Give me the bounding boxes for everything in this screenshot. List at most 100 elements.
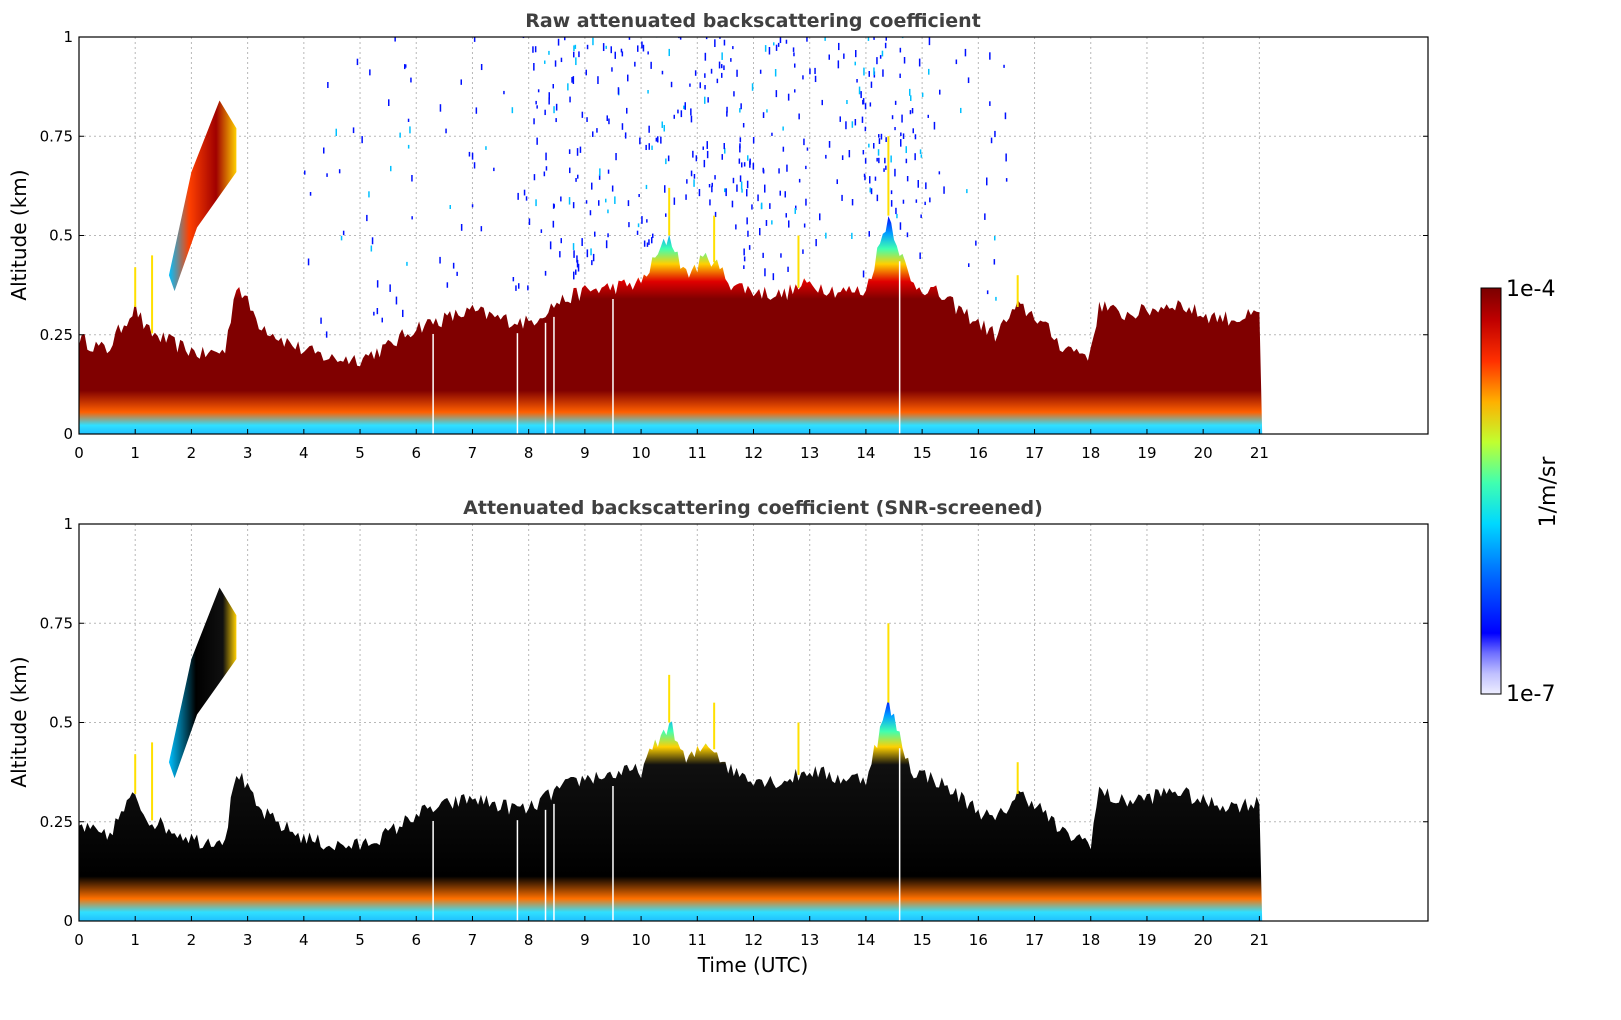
noise-pixel <box>651 145 653 150</box>
noise-pixel <box>885 37 887 41</box>
noise-pixel <box>721 64 723 69</box>
noise-pixel <box>326 173 328 177</box>
noise-pixel <box>657 136 659 143</box>
noise-pixel <box>527 285 529 291</box>
noise-pixel <box>885 165 887 170</box>
y-tick-label: 0.75 <box>40 614 73 632</box>
noise-pixel <box>706 141 708 149</box>
noise-pixel <box>878 157 880 164</box>
noise-pixel <box>690 115 693 123</box>
noise-pixel <box>554 60 557 67</box>
x-tick-label: 6 <box>411 444 421 462</box>
noise-pixel <box>914 153 916 161</box>
noise-pixel <box>573 271 575 280</box>
noise-pixel <box>571 77 573 83</box>
x-tick-label: 19 <box>1137 444 1156 462</box>
noise-pixel <box>821 99 823 106</box>
x-tick-label: 3 <box>243 444 253 462</box>
noise-pixel <box>574 44 577 49</box>
noise-pixel <box>906 232 909 238</box>
x-tick-label: 10 <box>632 931 651 949</box>
noise-pixel <box>605 198 607 203</box>
noise-pixel <box>703 159 706 168</box>
noise-pixel <box>559 251 561 258</box>
noise-pixel <box>406 261 408 266</box>
noise-pixel <box>902 199 905 204</box>
snr-x-ticks: 0 1 2 3 4 5 6 7 8 9 10 11 12 13 14 15 16 17 18 19 20 21 <box>74 916 1269 949</box>
noise-pixel <box>591 260 593 266</box>
y-tick-label: 1 <box>63 28 73 46</box>
noise-pixel <box>938 171 941 175</box>
noise-pixel <box>779 37 782 44</box>
noise-pixel <box>851 199 854 206</box>
x-tick-label: 6 <box>411 931 421 949</box>
noise-pixel <box>795 205 797 211</box>
noise-pixel <box>805 198 807 206</box>
noise-pixel <box>1005 153 1007 162</box>
x-tick-label: 14 <box>856 444 875 462</box>
y-tick-label: 0.25 <box>40 326 73 344</box>
x-tick-label: 11 <box>688 931 707 949</box>
noise-pixel <box>460 79 462 85</box>
noise-pixel <box>743 256 746 262</box>
noise-pixel <box>702 146 704 150</box>
noise-pixel <box>652 233 654 239</box>
raw-convective-spikes <box>134 136 1019 434</box>
noise-pixel <box>765 220 768 226</box>
noise-pixel <box>611 67 613 72</box>
noise-pixel <box>620 48 623 53</box>
noise-pixel <box>943 186 945 194</box>
noise-pixel <box>986 290 989 295</box>
noise-pixel <box>905 158 908 164</box>
noise-pixel <box>683 105 685 110</box>
noise-pixel <box>975 240 977 246</box>
noise-pixel <box>309 192 312 196</box>
noise-pixel <box>471 152 474 160</box>
noise-pixel <box>777 42 780 47</box>
noise-pixel <box>608 118 610 125</box>
noise-pixel <box>894 168 896 177</box>
noise-pixel <box>581 238 583 246</box>
noise-pixel <box>955 59 958 65</box>
noise-pixel <box>370 245 373 252</box>
snr-aerosol-plume <box>168 587 237 779</box>
noise-pixel <box>536 105 538 109</box>
noise-pixel <box>611 185 614 192</box>
noise-pixel <box>390 165 392 172</box>
noise-pixel <box>449 205 451 210</box>
noise-pixel <box>733 91 735 97</box>
noise-pixel <box>732 177 735 184</box>
noise-pixel <box>724 147 726 154</box>
x-tick-label: 18 <box>1081 931 1100 949</box>
x-tick-label: 13 <box>800 931 819 949</box>
noise-pixel <box>968 263 970 267</box>
noise-pixel <box>984 213 986 220</box>
noise-pixel <box>614 51 616 59</box>
x-tick-label: 8 <box>524 444 534 462</box>
x-tick-label: 9 <box>580 931 590 949</box>
raw-panel-title: Raw attenuated backscattering coefficien… <box>525 10 981 32</box>
noise-pixel <box>626 107 628 114</box>
noise-pixel <box>743 265 745 269</box>
noise-pixel <box>990 137 993 144</box>
x-tick-label: 5 <box>355 931 365 949</box>
noise-pixel <box>742 123 745 128</box>
noise-pixel <box>352 127 355 134</box>
noise-pixel <box>643 240 646 247</box>
noise-pixel <box>456 271 458 276</box>
noise-pixel <box>856 79 858 83</box>
noise-pixel <box>594 231 596 237</box>
noise-pixel <box>648 125 650 133</box>
noise-pixel <box>819 33 821 37</box>
noise-pixel <box>411 216 413 220</box>
noise-pixel <box>606 115 608 121</box>
noise-pixel <box>704 96 706 104</box>
x-tick-label: 2 <box>187 931 197 949</box>
noise-pixel <box>878 134 880 138</box>
noise-pixel <box>928 37 931 46</box>
noise-pixel <box>568 149 571 154</box>
noise-pixel <box>769 203 771 209</box>
noise-pixel <box>648 143 650 150</box>
noise-pixel <box>1005 178 1008 182</box>
noise-pixel <box>624 132 627 139</box>
